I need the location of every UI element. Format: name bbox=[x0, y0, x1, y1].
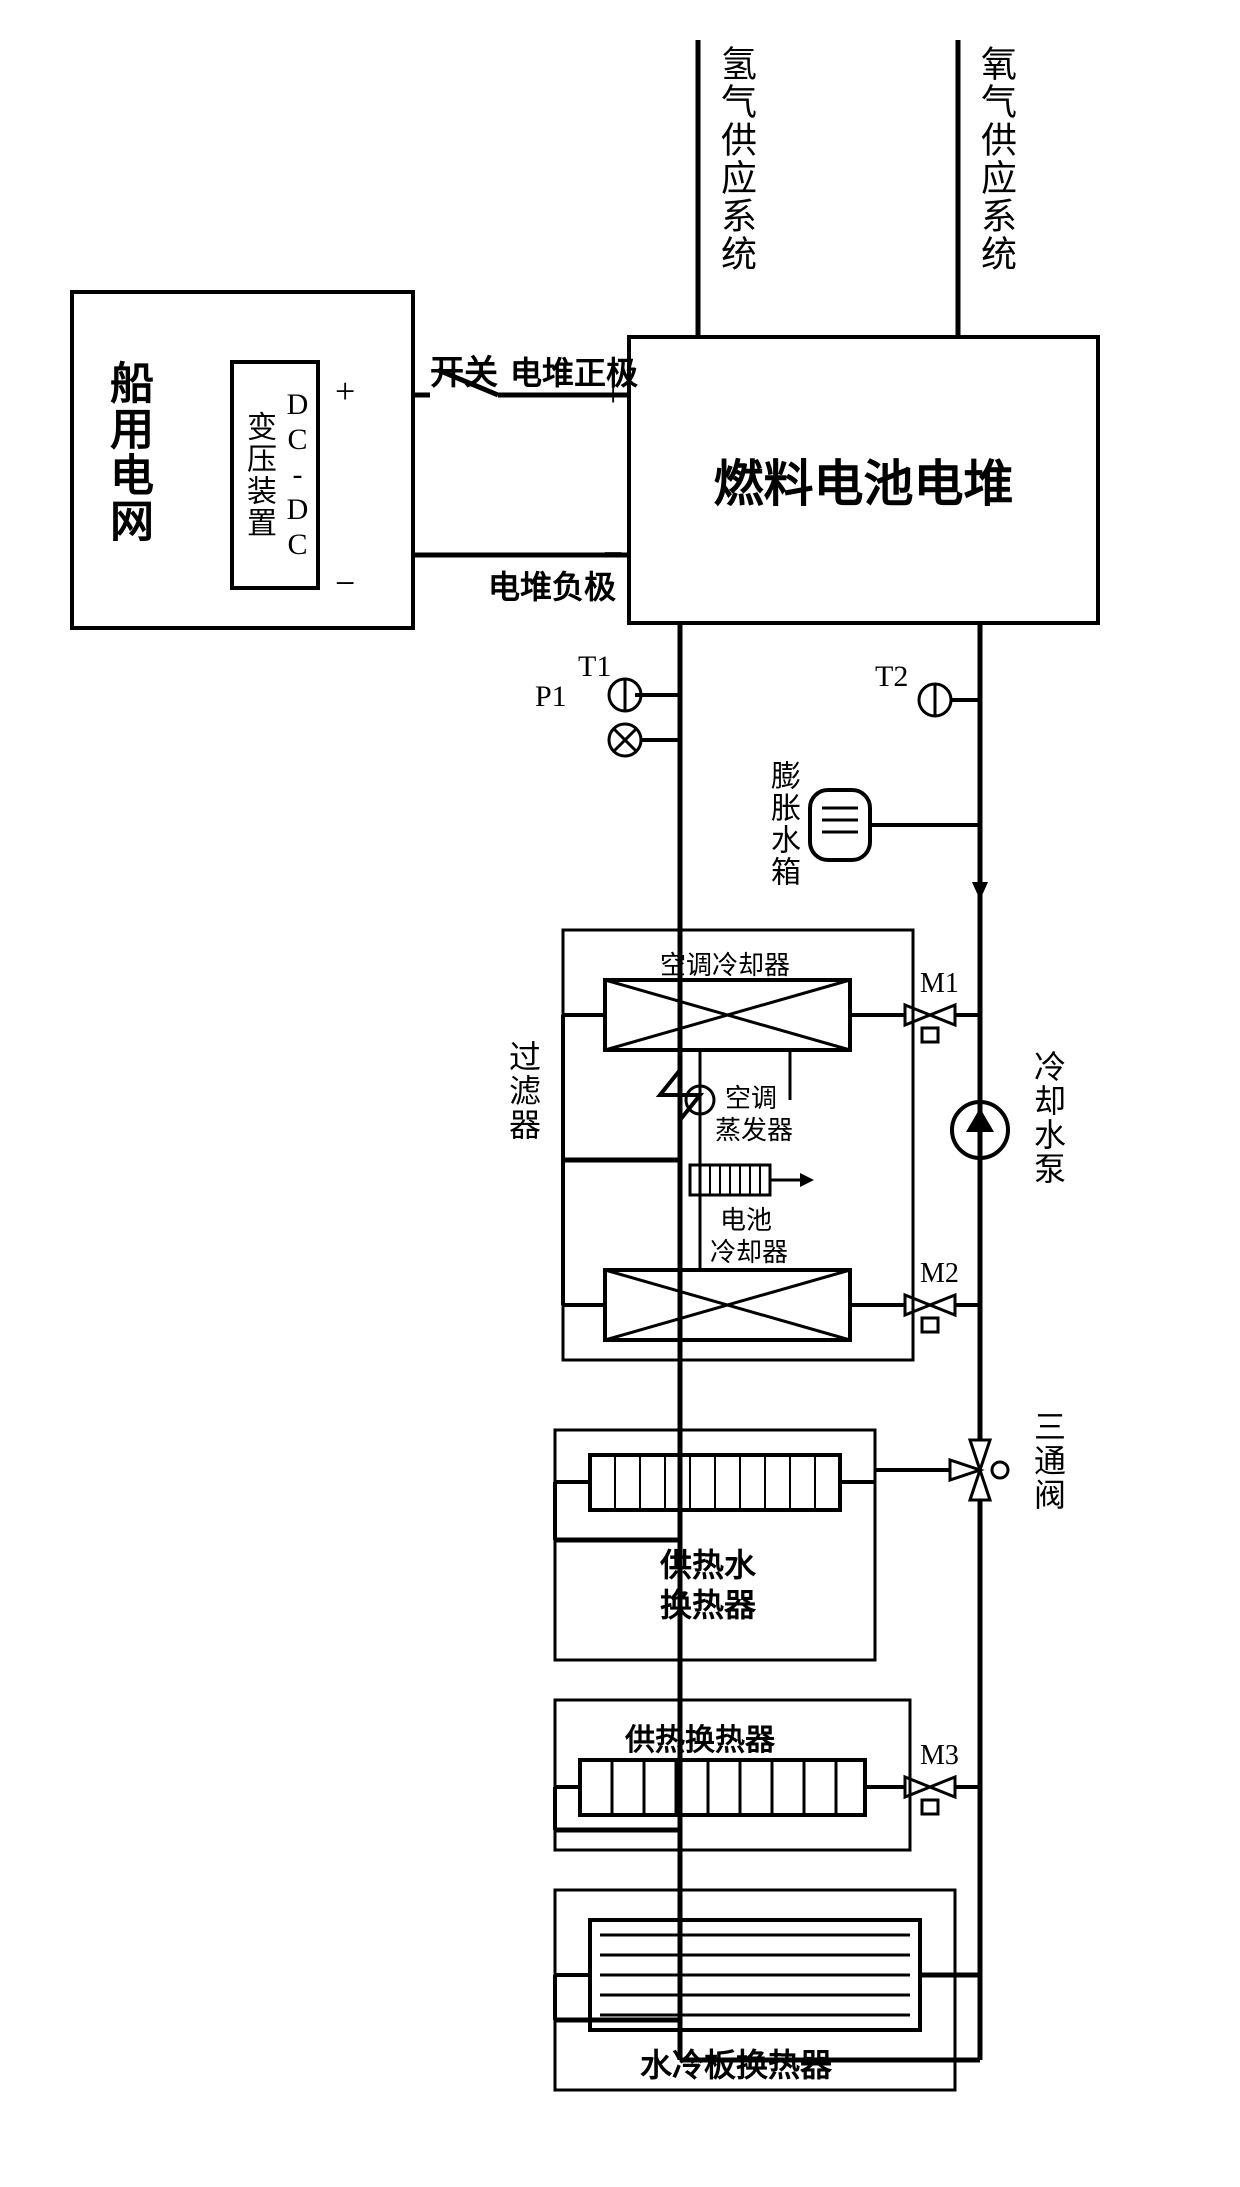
m1-label: M1 bbox=[920, 968, 959, 1000]
o2-supply-label: 氧气供应系统 bbox=[970, 45, 1022, 273]
cooler-label: 冷却器 bbox=[710, 1232, 788, 1269]
minus-sign: − bbox=[603, 532, 623, 574]
ship-grid-label: 船用电网 bbox=[95, 360, 159, 544]
dcdc-plus: + bbox=[335, 370, 355, 412]
m2-label: M2 bbox=[920, 1258, 959, 1290]
plus-sign: + bbox=[603, 373, 623, 415]
fuel-cell-stack-box: 燃料电池电堆 bbox=[627, 335, 1100, 625]
stack-label: 燃料电池电堆 bbox=[714, 444, 1014, 516]
switch-label: 开关 bbox=[430, 345, 498, 394]
diagram-canvas: DC-DC 变压装置 燃料电池电堆 船用电网 氢气供应系统 氧气供应系统 开关 … bbox=[0, 0, 1240, 2187]
dcdc-label: DC-DC 变压装置 bbox=[236, 364, 314, 586]
ac-evap-label-2: 蒸发器 bbox=[715, 1110, 793, 1147]
filter-label: 过滤器 bbox=[500, 1040, 546, 1142]
expansion-tank-label: 膨胀水箱 bbox=[760, 760, 804, 888]
t2-label: T2 bbox=[875, 660, 908, 694]
tee-valve-label: 三通阀 bbox=[1025, 1410, 1071, 1512]
hot-water-hx-label-2: 换热器 bbox=[660, 1580, 756, 1626]
pump-label: 冷却水泵 bbox=[1025, 1050, 1071, 1186]
h2-supply-label: 氢气供应系统 bbox=[710, 45, 762, 273]
m3-label: M3 bbox=[920, 1740, 959, 1772]
stack-negative-label: 电堆负极 bbox=[488, 562, 616, 608]
t1-label: T1 bbox=[578, 650, 611, 684]
ac-cooler-label: 空调冷却器 bbox=[660, 945, 790, 982]
p1-label: P1 bbox=[535, 680, 567, 714]
plate-hx-label: 水冷板换热器 bbox=[640, 2040, 832, 2086]
dcdc-box: DC-DC 变压装置 bbox=[230, 360, 320, 590]
heating-hx-label: 供热换热器 bbox=[625, 1715, 775, 1759]
dcdc-minus: − bbox=[335, 562, 355, 604]
